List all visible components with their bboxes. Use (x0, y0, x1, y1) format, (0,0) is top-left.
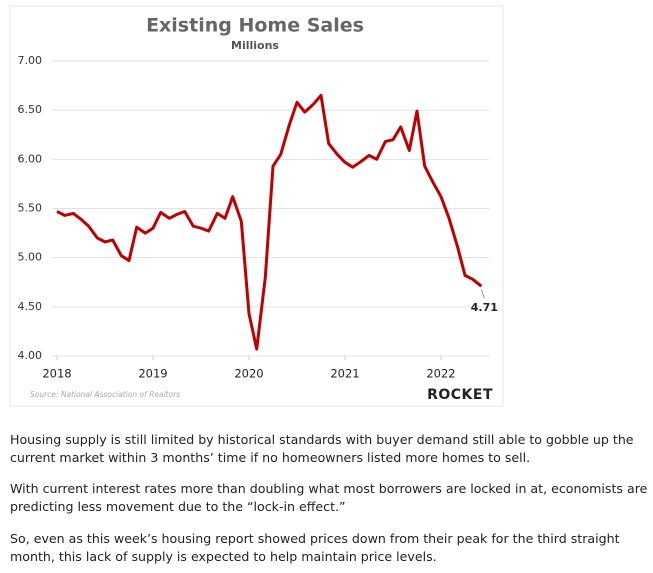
source-note: Source: National Association of Realtors (30, 390, 180, 399)
paragraph: With current interest rates more than do… (10, 481, 648, 514)
chart: Existing Home Sales Millions Source: Nat… (9, 5, 504, 407)
brand-logo: ROCKET (427, 387, 493, 403)
y-tick-label: 4.50 (18, 300, 43, 313)
annotation-connector (480, 289, 485, 299)
y-tick-label: 6.00 (18, 152, 43, 165)
chart-subtitle: Millions (231, 39, 279, 52)
data-line (56, 93, 483, 351)
x-tick-label: 2020 (234, 367, 263, 381)
paragraph: So, even as this week’s housing report s… (10, 531, 620, 564)
x-tick-label: 2018 (42, 367, 71, 381)
x-tick-label: 2022 (426, 367, 455, 381)
value-label: 4.71 (471, 301, 498, 314)
y-tick-label: 4.00 (18, 349, 43, 362)
y-tick-label: 6.50 (18, 103, 43, 116)
chart-title: Existing Home Sales (146, 15, 364, 37)
y-tick-label: 7.00 (18, 54, 43, 67)
y-tick-label: 5.50 (18, 202, 43, 215)
x-tick-label: 2021 (330, 367, 359, 381)
paragraph: Housing supply is still limited by histo… (10, 432, 634, 465)
y-tick-label: 5.00 (18, 251, 43, 264)
x-tick-label: 2019 (138, 367, 167, 381)
